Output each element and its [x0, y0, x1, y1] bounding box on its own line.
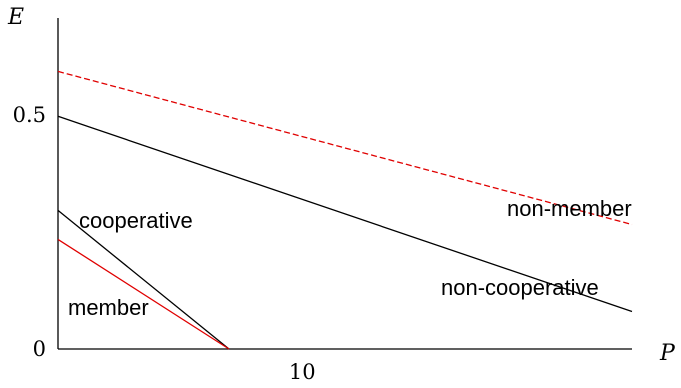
series-line-non-member	[57, 70, 633, 226]
tick-group: 0 0.5 10	[13, 103, 316, 384]
series-label-member: member	[68, 295, 149, 320]
y-tick-label: 0.5	[13, 103, 46, 127]
x-axis-label: P	[659, 341, 676, 366]
axes	[57, 18, 632, 350]
y-axis-label: E	[7, 5, 24, 30]
series-line-non-cooperative	[57, 115, 633, 313]
series-line-cooperative	[57, 209, 230, 350]
series-label-cooperative: cooperative	[79, 208, 193, 233]
series-label-non-member: non-member	[507, 196, 632, 221]
series-label-non-cooperative: non-cooperative	[441, 275, 599, 300]
series-line-member	[57, 238, 230, 350]
x-tick-label: 10	[289, 360, 316, 384]
series-group: non-member non-cooperative cooperative memb…	[57, 70, 633, 350]
y-tick-label: 0	[33, 337, 46, 361]
